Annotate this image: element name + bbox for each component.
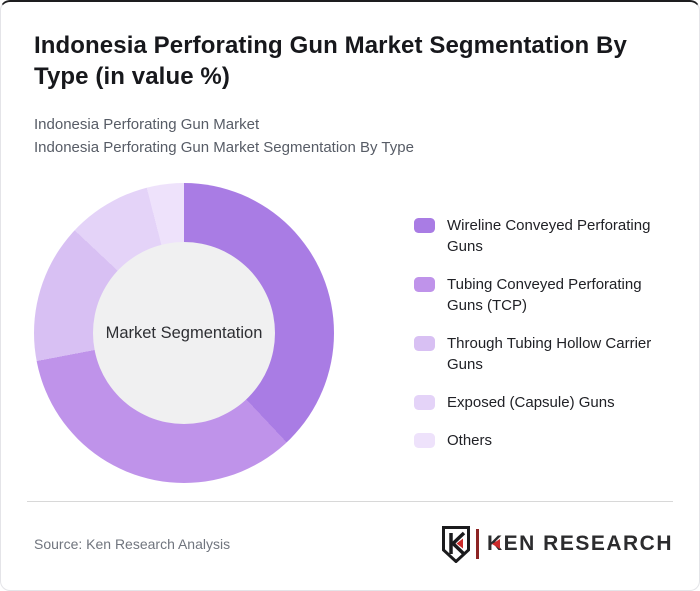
chart-title: Indonesia Perforating Gun Market Segment… <box>34 32 627 90</box>
footer: Source: Ken Research Analysis K EN RESEA… <box>27 502 673 586</box>
donut-center-label: Market Segmentation <box>105 323 263 342</box>
legend-swatch <box>414 277 435 292</box>
footer-divider <box>27 501 673 502</box>
chart-legend: Wireline Conveyed Perforating Guns Tubin… <box>414 215 673 451</box>
wordmark-red-triangle-icon <box>491 539 500 549</box>
legend-item: Wireline Conveyed Perforating Guns <box>414 215 673 257</box>
wordmark-rest: EN RESEARCH <box>503 532 673 555</box>
source-note: Source: Ken Research Analysis <box>34 536 231 552</box>
ken-research-logo: K EN RESEARCH <box>441 525 673 563</box>
chart-subtitles: Indonesia Perforating Gun Market Indones… <box>34 113 673 159</box>
legend-item-label: Tubing Conveyed Perforating Guns (TCP) <box>447 276 642 314</box>
legend-item: Through Tubing Hollow Carrier Guns <box>414 333 673 375</box>
donut-chart: Market Segmentation <box>34 183 334 483</box>
legend-swatch <box>414 433 435 448</box>
legend-item-label: Exposed (Capsule) Guns <box>447 394 615 411</box>
legend-item: Exposed (Capsule) Guns <box>414 392 673 413</box>
legend-swatch <box>414 218 435 233</box>
donut-center: Market Segmentation <box>93 242 275 424</box>
logo-divider <box>475 529 479 559</box>
ken-research-wordmark: K EN RESEARCH <box>487 532 673 556</box>
chart-area: Market Segmentation Wireline Conveyed Pe… <box>34 183 673 483</box>
legend-swatch <box>414 336 435 351</box>
legend-swatch <box>414 395 435 410</box>
legend-item-label: Through Tubing Hollow Carrier Guns <box>447 335 652 373</box>
legend-item-label: Wireline Conveyed Perforating Guns <box>447 217 651 255</box>
ken-research-shield-icon <box>441 525 470 563</box>
legend-item-label: Others <box>447 432 493 449</box>
legend-item: Others <box>414 430 673 451</box>
legend-item: Tubing Conveyed Perforating Guns (TCP) <box>414 274 673 316</box>
subtitle-line-2: Indonesia Perforating Gun Market Segment… <box>34 139 414 156</box>
subtitle-line-1: Indonesia Perforating Gun Market <box>34 116 260 133</box>
